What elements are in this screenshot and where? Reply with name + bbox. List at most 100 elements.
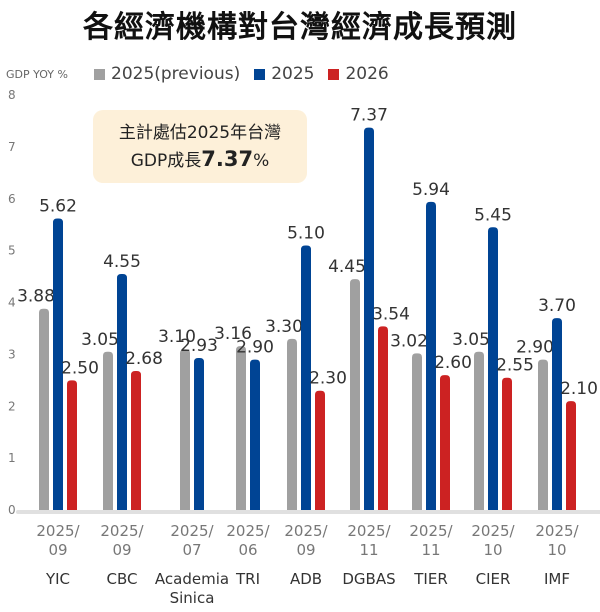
bar-yic-2026 xyxy=(67,380,77,510)
data-label: 3.10 xyxy=(158,327,196,347)
category-name: IMF xyxy=(544,570,570,588)
legend: 2025(previous) 2025 2026 xyxy=(94,64,389,84)
bar-academia-sinica-2025previous xyxy=(180,349,190,510)
category-name: DGBAS xyxy=(342,570,396,588)
data-label: 5.45 xyxy=(474,205,512,225)
data-label: 3.05 xyxy=(452,330,490,350)
data-label: 3.05 xyxy=(81,330,119,350)
category-date: 2025/07 xyxy=(170,522,214,559)
category-name: Academia Sinica xyxy=(154,570,230,607)
category-name: YIC xyxy=(45,570,71,588)
category-name: TRI xyxy=(235,570,260,588)
legend-label: 2026 xyxy=(345,64,389,84)
legend-swatch xyxy=(254,68,266,80)
bar-cier-2026 xyxy=(502,377,512,510)
category-date: 2025/09 xyxy=(36,522,80,559)
data-label: 2.55 xyxy=(496,356,534,376)
category-date: 2025/10 xyxy=(471,522,515,559)
category-name: CIER xyxy=(475,570,511,588)
category-date: 2025/09 xyxy=(100,522,144,559)
y-axis-label: GDP YOY % xyxy=(6,68,68,81)
bar-cbc-2025 xyxy=(117,273,127,510)
data-label: 2.90 xyxy=(516,338,554,358)
chart-title: 各經濟機構對台灣經濟成長預測 xyxy=(83,10,517,45)
y-tick-label: 1 xyxy=(8,451,16,465)
category-label: 2025/11 TIER xyxy=(386,522,476,589)
bar-tier-2025 xyxy=(426,201,436,511)
data-label: 3.70 xyxy=(538,296,576,316)
data-label: 7.37 xyxy=(350,106,388,126)
y-tick-label: 3 xyxy=(8,347,16,361)
category-label: 2025/10 IMF xyxy=(512,522,600,589)
data-label: 2.30 xyxy=(309,369,347,389)
bar-tier-2025previous xyxy=(412,353,422,510)
data-label: 3.02 xyxy=(390,331,428,351)
bar-cier-2025previous xyxy=(474,351,484,510)
category-label: 2025/09 YIC xyxy=(13,522,103,589)
bar-academia-sinica-2025 xyxy=(194,358,204,510)
category-name: ADB xyxy=(289,570,323,588)
data-label: 5.94 xyxy=(412,180,450,200)
data-label: 3.88 xyxy=(17,287,55,307)
legend-swatch xyxy=(94,68,105,80)
bar-dgbas-2025 xyxy=(364,127,374,511)
bar-imf-2026 xyxy=(566,401,576,510)
y-tick-label: 8 xyxy=(8,88,16,102)
annotation-line1: 主計處估2025年台灣 xyxy=(118,123,282,143)
data-label: 2.10 xyxy=(560,379,598,399)
annotation-value: 7.37 xyxy=(201,147,254,171)
bar-dgbas-2026 xyxy=(378,326,388,510)
bar-cbc-2026 xyxy=(131,370,141,510)
data-label: 2.90 xyxy=(236,338,274,358)
legend-item-2025: 2025 xyxy=(254,64,314,84)
y-tick-label: 5 xyxy=(8,244,16,258)
data-label: 4.45 xyxy=(328,257,366,277)
category-label: 2025/10 CIER xyxy=(448,522,538,589)
bar-adb-2025previous xyxy=(287,338,297,510)
y-tick-label: 2 xyxy=(8,399,16,413)
y-tick-label: 0 xyxy=(8,503,16,517)
bar-cbc-2025previous xyxy=(103,351,113,510)
bar-adb-2026 xyxy=(315,390,325,510)
bar-tri-2025 xyxy=(250,359,260,510)
annotation-suffix: % xyxy=(253,151,270,171)
legend-item-previous: 2025(previous) xyxy=(94,64,240,84)
data-label: 5.10 xyxy=(287,223,325,243)
category-label: 2025/06 TRI xyxy=(203,522,293,589)
data-label: 4.55 xyxy=(103,252,141,272)
category-date: 2025/11 xyxy=(347,522,391,559)
bar-adb-2025 xyxy=(301,245,311,510)
category-name: TIER xyxy=(414,570,448,588)
legend-label: 2025(previous) xyxy=(111,64,241,84)
bar-tier-2026 xyxy=(440,375,450,510)
data-label: 3.54 xyxy=(372,304,410,324)
category-date: 2025/10 xyxy=(535,522,579,559)
bar-imf-2025 xyxy=(552,318,562,510)
bar-yic-2025 xyxy=(53,218,63,510)
legend-label: 2025 xyxy=(271,64,315,84)
data-label: 5.62 xyxy=(39,196,77,216)
data-label: 3.30 xyxy=(265,317,303,337)
data-label: 2.60 xyxy=(434,353,472,373)
y-tick-label: 7 xyxy=(8,140,16,154)
data-label: 2.50 xyxy=(61,358,99,378)
legend-swatch xyxy=(328,68,340,80)
data-label: 2.68 xyxy=(125,349,163,369)
annotation-prefix: GDP成長 xyxy=(130,151,202,171)
bar-cier-2025 xyxy=(488,227,498,510)
category-date: 2025/09 xyxy=(284,522,328,559)
y-tick-label: 6 xyxy=(8,192,16,206)
annotation-line2: GDP成長7.37% xyxy=(93,146,307,174)
data-label: 3.16 xyxy=(214,324,252,344)
category-label: 2025/11 DGBAS xyxy=(324,522,414,589)
category-name: CBC xyxy=(106,570,138,588)
category-label: 2025/09 CBC xyxy=(77,522,167,589)
legend-item-2026: 2026 xyxy=(328,64,389,84)
annotation-callout: 主計處估2025年台灣 GDP成長7.37% xyxy=(93,110,307,183)
bar-tri-2025previous xyxy=(236,346,246,510)
category-date: 2025/11 xyxy=(409,522,453,559)
bar-dgbas-2025previous xyxy=(350,279,360,510)
bar-imf-2025previous xyxy=(538,359,548,510)
category-date: 2025/06 xyxy=(226,522,270,559)
